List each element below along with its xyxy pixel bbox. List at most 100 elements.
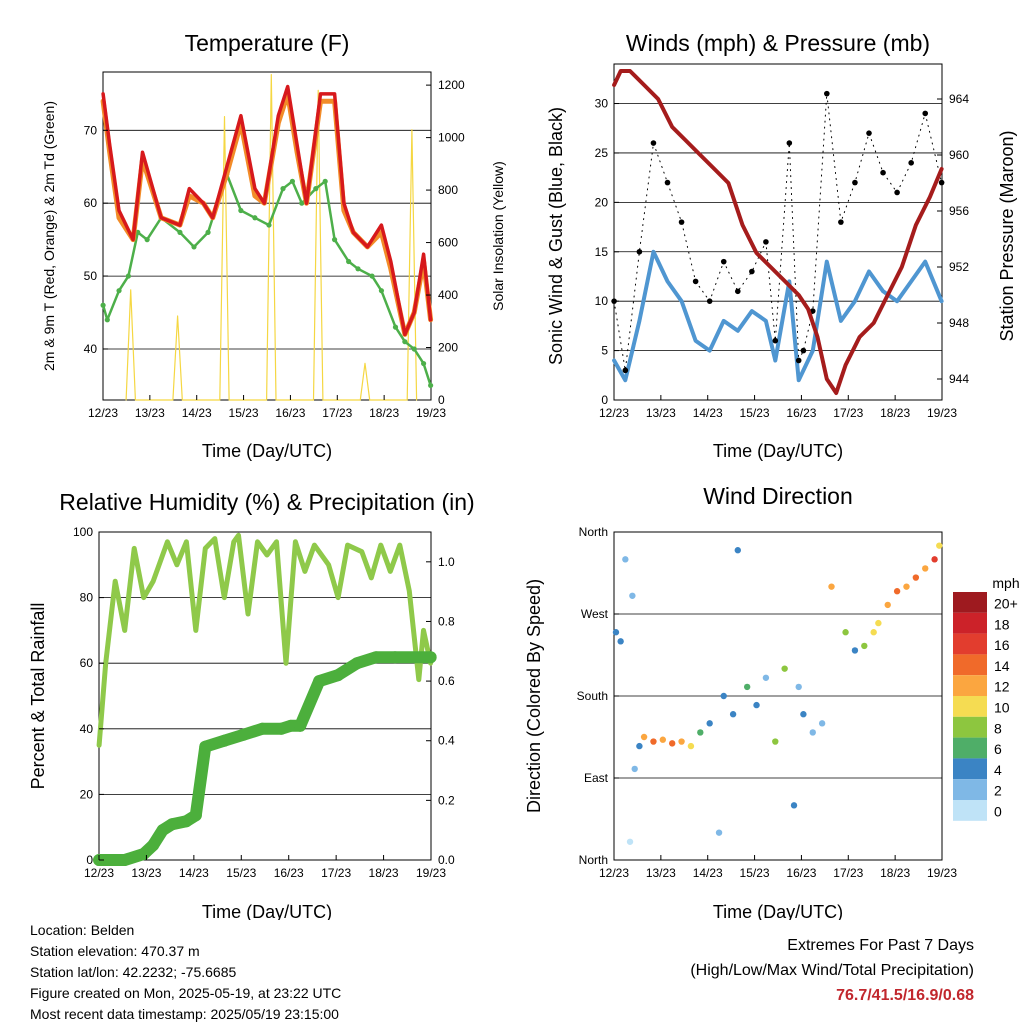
winds-panel: Winds (mph) & Pressure (mb) 12/23 13/23 14… — [546, 30, 1017, 461]
dewpoint-point-22 — [369, 273, 375, 279]
direction-point-9 — [659, 736, 667, 743]
legend-swatch-7 — [953, 737, 987, 759]
humidity-series — [93, 532, 437, 866]
winds-ytick-r-label-1: 948 — [949, 316, 969, 330]
direction-speed-legend: 20+ 18 16 14 12 10 8 6 4 2 0 — [953, 592, 1018, 821]
temperature-xtick-label-6: 18/23 — [369, 406, 399, 420]
winds-ytick-r-label-3: 956 — [949, 204, 969, 218]
winds-ytick-r-label-0: 944 — [949, 372, 969, 386]
total-rainfall-point-5 — [166, 818, 179, 831]
direction-xtick-label-7: 19/23 — [927, 866, 957, 880]
humidity-ytick-r-label-0: 0.0 — [438, 853, 455, 867]
temperature-ytick-label-1: 50 — [84, 269, 98, 283]
humidity-x-label: Time (Day/UTC) — [202, 902, 332, 920]
temperature-ytick-r-label-6: 1200 — [438, 78, 465, 92]
dewpoint-point-21 — [355, 266, 361, 272]
solar-insolation-line — [125, 73, 418, 401]
legend-label-1: 18 — [994, 616, 1010, 632]
dewpoint-point-27 — [420, 360, 427, 367]
direction-xtick-label-3: 15/23 — [740, 866, 770, 880]
direction-xtick-label-4: 16/23 — [786, 866, 816, 880]
humidity-grid — [99, 531, 431, 861]
winds-ytick-label-3: 15 — [595, 245, 609, 259]
legend-swatch-10 — [953, 800, 987, 821]
gust-point-12 — [772, 337, 779, 344]
gust-point-23 — [908, 160, 914, 166]
total-rainfall-line — [93, 651, 437, 866]
dewpoint-point-12 — [252, 215, 258, 221]
temperature-y-ticks-left: 40 50 60 70 — [84, 123, 108, 356]
direction-point-33 — [870, 629, 877, 636]
legend-label-7: 6 — [994, 741, 1002, 757]
dewpoint-point-2 — [116, 288, 122, 294]
direction-title: Wind Direction — [703, 483, 853, 509]
total-rainfall-point-11 — [256, 722, 269, 735]
gust-point-4 — [664, 179, 671, 186]
gust-point-1 — [622, 367, 629, 374]
direction-y-label-left: Direction (Colored By Speed) — [524, 579, 544, 813]
dewpoint-point-23 — [378, 288, 385, 294]
legend-label-8: 4 — [994, 762, 1002, 778]
winds-x-label: Time (Day/UTC) — [713, 441, 843, 461]
dewpoint-point-3 — [125, 273, 131, 279]
direction-ytick-label-0: North — [579, 853, 608, 867]
direction-point-15 — [715, 829, 723, 836]
temperature-y-label-right: Solar Insolation (Yellow) — [490, 161, 506, 311]
gust-point-11 — [763, 239, 769, 245]
direction-xtick-label-1: 13/23 — [646, 866, 676, 880]
direction-point-29 — [828, 583, 835, 590]
gust-point-25 — [938, 179, 945, 186]
winds-y-ticks-right: 944 948 952 956 960 964 — [937, 92, 969, 386]
winds-title: Winds (mph) & Pressure (mb) — [626, 30, 930, 56]
temperature-ytick-r-label-3: 600 — [438, 236, 458, 250]
dewpoint-point-25 — [402, 339, 408, 345]
direction-point-36 — [893, 588, 901, 595]
direction-grid — [614, 531, 942, 861]
temperature-xtick-label-0: 12/23 — [88, 406, 118, 420]
temperature-ytick-label-2: 60 — [84, 196, 98, 210]
direction-point-21 — [762, 674, 770, 681]
direction-point-10 — [668, 740, 676, 747]
winds-xtick-label-5: 17/23 — [833, 406, 863, 420]
gust-point-9 — [734, 288, 741, 295]
total-rainfall-point-2 — [137, 848, 150, 861]
direction-point-34 — [875, 619, 882, 627]
winds-ytick-label-4: 20 — [595, 195, 609, 209]
humidity-y-ticks-left: 0 20 40 60 80 100 — [73, 525, 104, 867]
dewpoint-point-28 — [428, 382, 434, 389]
direction-point-23 — [781, 665, 788, 672]
humidity-ytick-r-label-1: 0.2 — [438, 793, 455, 807]
dewpoint-point-15 — [289, 178, 295, 184]
humidity-ytick-r-label-3: 0.6 — [438, 674, 455, 688]
winds-ytick-label-5: 25 — [595, 146, 609, 160]
direction-point-4 — [629, 592, 636, 599]
humidity-xtick-label-4: 16/23 — [274, 866, 304, 880]
dewpoint-point-19 — [331, 237, 338, 243]
direction-xtick-label-0: 12/23 — [599, 866, 629, 880]
gust-point-7 — [706, 298, 713, 304]
direction-point-13 — [697, 729, 704, 736]
humidity-ytick-r-label-4: 0.8 — [438, 614, 455, 628]
legend-label-6: 8 — [994, 720, 1002, 736]
dewpoint-point-24 — [392, 324, 399, 330]
winds-xtick-label-4: 16/23 — [786, 406, 816, 420]
humidity-xtick-label-7: 19/23 — [416, 866, 446, 880]
direction-ytick-label-2: South — [577, 689, 608, 703]
direction-point-37 — [903, 583, 910, 590]
gust-point-24 — [922, 110, 929, 117]
total-rainfall-point-13 — [284, 719, 297, 732]
winds-xtick-label-6: 18/23 — [880, 406, 910, 420]
temperature-ytick-r-label-1: 200 — [438, 341, 458, 355]
dewpoint-point-26 — [411, 346, 417, 352]
legend-swatch-3 — [953, 654, 987, 676]
dewpoint-point-13 — [266, 222, 272, 228]
gust-point-20 — [866, 130, 872, 136]
direction-point-32 — [861, 642, 868, 650]
direction-point-5 — [631, 765, 638, 773]
temperature-ytick-r-label-0: 0 — [438, 393, 445, 407]
direction-point-27 — [809, 729, 816, 736]
winds-y-label-right: Station Pressure (Maroon) — [997, 130, 1017, 341]
station-location: Location: Belden — [30, 922, 135, 938]
dewpoint-point-8 — [191, 244, 197, 250]
extremes-subheading: (High/Low/Max Wind/Total Precipitation) — [690, 962, 974, 979]
